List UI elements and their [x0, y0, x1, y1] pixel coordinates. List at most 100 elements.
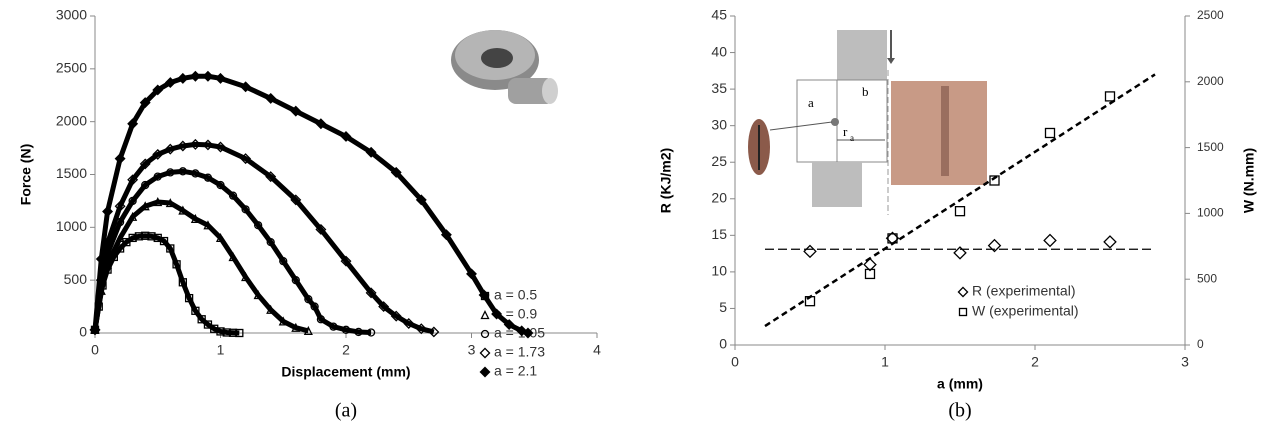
marker: [428, 326, 440, 338]
marker: [165, 198, 175, 208]
x-axis-label: a (mm): [937, 376, 983, 392]
y-tick-label: 35: [711, 80, 727, 96]
y-tick-label: 40: [711, 43, 727, 59]
marker: [253, 290, 263, 300]
marker: [114, 153, 126, 165]
caption: (a): [335, 400, 357, 422]
y-tick-label: 45: [711, 7, 727, 23]
y-tick-label: 5: [719, 299, 727, 315]
y2-axis-label: W (N.mm): [1241, 148, 1257, 213]
marker: [278, 316, 288, 326]
curve: [92, 168, 372, 335]
marker: [478, 289, 490, 301]
marker: [315, 223, 327, 235]
y2-tick-label: 2000: [1197, 74, 1224, 88]
y-tick-label: 10: [711, 263, 727, 279]
marker: [197, 315, 206, 324]
marker: [266, 304, 276, 314]
legend-label: W (experimental): [972, 303, 1079, 319]
legend-marker: [479, 366, 491, 378]
marker: [177, 140, 189, 152]
marker: [152, 84, 164, 96]
y-tick-label: 30: [711, 116, 727, 132]
marker: [1044, 127, 1056, 139]
marker: [203, 220, 213, 230]
marker: [440, 229, 452, 241]
marker: [128, 196, 137, 206]
marker: [315, 118, 327, 130]
marker: [178, 205, 188, 215]
marker: [390, 310, 402, 322]
legend-marker: [479, 347, 491, 359]
legend-marker: [480, 329, 490, 339]
marker: [863, 257, 877, 272]
marker: [215, 232, 226, 243]
marker: [365, 287, 377, 299]
y-tick-label: 500: [64, 271, 88, 287]
legend-label: a = 1.73: [494, 344, 545, 360]
marker: [303, 325, 313, 336]
annotation: r: [843, 124, 848, 139]
marker: [202, 70, 214, 82]
annotation: b: [862, 84, 869, 99]
marker: [190, 213, 200, 224]
legend-label: R (experimental): [972, 283, 1075, 299]
marker: [127, 174, 139, 186]
inset-photo-ring: [451, 30, 558, 104]
marker: [887, 233, 898, 244]
y2-tick-label: 1500: [1197, 140, 1224, 154]
y2-tick-label: 0: [1197, 337, 1204, 351]
marker: [202, 139, 214, 151]
marker: [265, 92, 277, 104]
marker: [235, 328, 244, 338]
marker: [191, 169, 200, 178]
marker: [241, 272, 251, 282]
marker: [127, 118, 139, 130]
marker: [365, 146, 377, 158]
marker: [864, 268, 876, 280]
marker: [203, 173, 213, 182]
y2-tick-label: 500: [1197, 271, 1217, 285]
x-tick-label: 3: [1181, 354, 1189, 370]
marker: [152, 148, 164, 160]
marker: [178, 167, 188, 176]
marker: [191, 306, 200, 315]
marker: [329, 322, 338, 331]
marker: [989, 175, 1000, 186]
legend-label: a = 2.1: [494, 363, 537, 379]
marker: [316, 315, 326, 324]
marker: [241, 205, 250, 214]
x-tick-label: 2: [1031, 354, 1039, 370]
marker: [222, 328, 231, 337]
marker: [340, 130, 352, 142]
marker: [1104, 91, 1116, 102]
x-tick-label: 0: [731, 354, 739, 370]
marker: [310, 302, 319, 311]
curve: [92, 141, 435, 335]
marker: [803, 244, 817, 259]
y-tick-label: 2000: [56, 112, 87, 128]
marker: [159, 236, 169, 246]
caption: (b): [948, 400, 971, 422]
marker: [139, 97, 151, 109]
y-tick-label: 0: [719, 336, 727, 352]
y-tick-label: 3000: [56, 7, 87, 23]
marker: [253, 221, 263, 230]
marker: [184, 293, 194, 303]
marker: [403, 318, 415, 329]
y-axis-label: R (KJ/m2): [658, 148, 674, 213]
marker: [139, 158, 151, 170]
trendline: [764, 73, 1156, 328]
marker: [164, 77, 176, 89]
y-tick-label: 1000: [56, 218, 87, 234]
marker: [177, 72, 189, 84]
marker: [128, 211, 138, 221]
marker: [166, 168, 175, 177]
marker: [95, 253, 107, 265]
marker: [203, 320, 213, 329]
marker: [265, 171, 277, 183]
marker: [215, 141, 226, 153]
marker: [228, 328, 238, 337]
marker: [953, 246, 967, 260]
marker: [134, 232, 144, 241]
